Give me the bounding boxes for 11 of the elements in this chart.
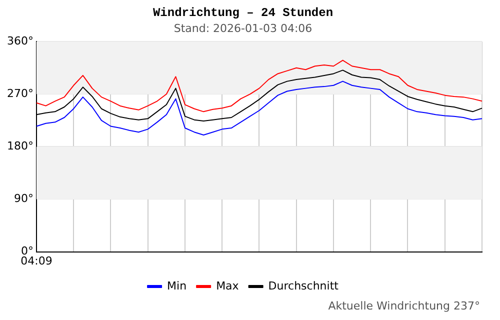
- y-tick-label: 180°: [6, 140, 34, 153]
- text: Aktuelle Windrichtung 237°: [328, 299, 480, 312]
- x-tick-label: 04:09: [20, 254, 52, 268]
- legend-label: Min: [167, 279, 187, 292]
- chart-subtitle: Stand: 2026-01-03 04:06: [174, 22, 312, 35]
- chart-title: Windrichtung – 24 Stunden: [152, 6, 334, 20]
- y-tick-label: 90°: [14, 192, 34, 206]
- y-tick-label: 270°: [6, 87, 34, 100]
- y-tick-label: 360°: [6, 34, 34, 48]
- legend-label: Durchschnitt: [268, 279, 340, 292]
- legend-label: Max: [216, 279, 240, 292]
